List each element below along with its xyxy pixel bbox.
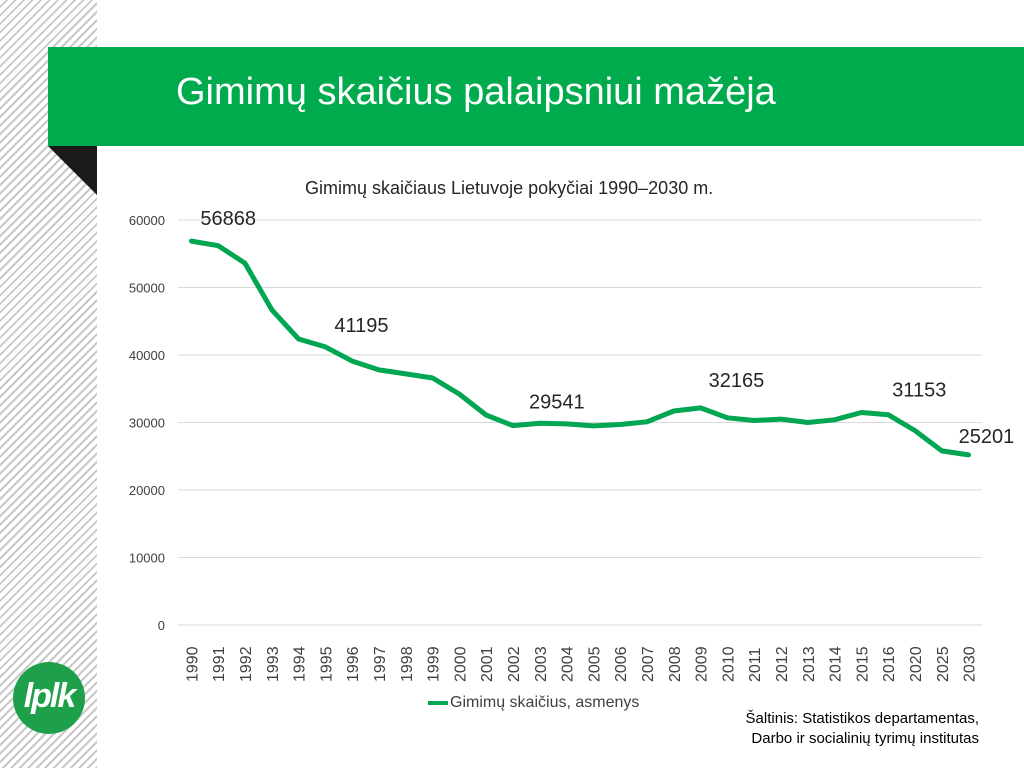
data-point [913, 429, 917, 433]
data-point [404, 372, 408, 376]
data-point [779, 417, 783, 421]
source-line-2: Darbo ir socialinių tyrimų institutas [751, 730, 979, 747]
data-point [484, 413, 488, 417]
legend-label: Gimimų skaičius, asmenys [450, 694, 640, 711]
data-point [886, 413, 890, 417]
organization-logo: lplk [13, 662, 85, 734]
data-label: 29541 [529, 392, 585, 414]
data-point [189, 239, 193, 243]
source-note: Šaltinis: Statistikos departamentas, Dar… [697, 709, 979, 749]
x-tick-label: 1999 [426, 646, 443, 682]
x-tick-label: 1997 [372, 646, 389, 682]
data-point [806, 421, 810, 424]
data-point [457, 392, 461, 396]
data-point [833, 418, 837, 422]
x-tick-label: 2015 [854, 646, 871, 682]
legend-swatch [428, 700, 448, 705]
y-tick-label: 40000 [129, 348, 165, 363]
data-point [565, 422, 569, 426]
x-tick-label: 2012 [774, 646, 791, 682]
data-point [725, 416, 729, 420]
data-label: 41195 [334, 315, 388, 337]
x-tick-label: 2000 [452, 646, 469, 682]
data-point [323, 345, 327, 349]
data-point [431, 376, 435, 380]
y-tick-label: 50000 [129, 281, 165, 296]
chart-legend: Gimimų skaičius, asmenys [428, 694, 639, 712]
data-point [618, 423, 622, 427]
x-tick-label: 2011 [747, 647, 764, 682]
data-point [538, 421, 542, 425]
x-tick-label: 2009 [694, 646, 711, 682]
x-tick-label: 2025 [935, 646, 952, 682]
data-point [297, 337, 301, 341]
data-point [940, 449, 944, 453]
title-banner: Gimimų skaičius palaipsniui mažėja [48, 47, 1024, 146]
x-tick-label: 1994 [292, 646, 309, 682]
y-tick-label: 60000 [129, 213, 165, 228]
data-point [699, 406, 703, 410]
x-tick-label: 2013 [801, 646, 818, 682]
x-tick-label: 2016 [881, 646, 898, 682]
x-tick-label: 2014 [828, 646, 845, 682]
data-label: 56868 [200, 208, 256, 230]
data-point [672, 409, 676, 413]
x-tick-label: 2007 [640, 646, 657, 682]
x-tick-label: 1993 [265, 646, 282, 682]
x-tick-label: 2030 [962, 646, 979, 682]
data-point [591, 424, 595, 428]
data-point [216, 244, 220, 248]
x-tick-label: 1992 [238, 646, 255, 682]
y-tick-label: 30000 [129, 416, 165, 431]
x-tick-label: 2001 [479, 646, 496, 682]
data-point [377, 368, 381, 372]
logo-lettering: lplk [23, 677, 77, 715]
data-label: 25201 [959, 426, 1015, 448]
y-tick-label: 0 [158, 618, 165, 633]
series-line [188, 238, 972, 458]
data-point [270, 308, 274, 312]
y-tick-label: 10000 [129, 551, 165, 566]
x-tick-label: 2010 [720, 646, 737, 682]
data-label: 32165 [709, 370, 765, 392]
data-point [752, 418, 756, 422]
x-tick-label: 1995 [318, 646, 335, 682]
chart-title: Gimimų skaičiaus Lietuvoje pokyčiai 1990… [305, 178, 714, 198]
data-point [511, 424, 515, 428]
x-tick-label: 2003 [533, 646, 550, 682]
x-tick-label: 1990 [184, 646, 201, 682]
banner-fold-decoration [48, 146, 97, 195]
x-tick-label: 1998 [399, 646, 416, 682]
x-tick-label: 1996 [345, 646, 362, 682]
source-line-1: Šaltinis: Statistikos departamentas, [745, 710, 979, 727]
data-point [243, 261, 247, 265]
x-tick-label: 2004 [560, 646, 577, 682]
data-point [350, 359, 354, 363]
x-tick-label: 2005 [586, 646, 603, 682]
x-tick-label: 1991 [211, 646, 228, 682]
data-point [967, 453, 971, 457]
x-tick-label: 2020 [908, 646, 925, 682]
data-label: 31153 [892, 380, 946, 402]
page-title: Gimimų skaičius palaipsniui mažėja [176, 71, 776, 113]
y-tick-label: 20000 [129, 483, 165, 498]
data-point [645, 420, 649, 424]
x-tick-label: 2006 [613, 646, 630, 682]
x-tick-label: 2002 [506, 646, 523, 682]
data-point [859, 411, 863, 415]
x-tick-label: 2008 [667, 646, 684, 682]
